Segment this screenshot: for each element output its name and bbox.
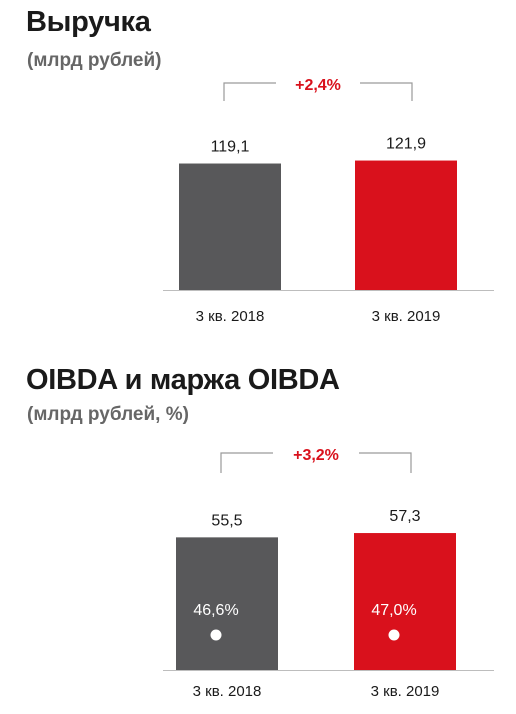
bar-2019	[355, 160, 457, 290]
change-bracket	[223, 82, 413, 101]
value-label: 57,3	[389, 508, 420, 525]
category-label: 3 кв. 2019	[372, 308, 441, 325]
bar-2018	[179, 163, 281, 290]
oibda-subtitle: (млрд рублей, %)	[27, 404, 189, 425]
value-label: 119,1	[211, 139, 250, 156]
margin-label: 46,6%	[193, 602, 238, 619]
bar-2018	[176, 537, 278, 670]
change-bracket	[220, 452, 412, 473]
revenue-subtitle: (млрд рублей)	[27, 50, 162, 71]
change-label: +2,4%	[295, 77, 341, 94]
oibda-chart: +3,2% 55,5 3 кв. 2018 46,6% 57,3 3 кв. 2019 47…	[163, 447, 494, 700]
category-label: 3 кв. 2019	[371, 683, 440, 700]
value-label: 55,5	[211, 512, 242, 529]
oibda-title: OIBDA и маржа OIBDA	[26, 364, 340, 396]
revenue-chart: +2,4% 119,1 3 кв. 2018 121,9 3 кв. 2019	[163, 77, 494, 325]
category-label: 3 кв. 2018	[196, 308, 265, 325]
revenue-title: Выручка	[26, 6, 151, 38]
margin-dot	[210, 629, 222, 641]
margin-label: 47,0%	[371, 602, 416, 619]
bar-2019	[354, 533, 456, 670]
category-label: 3 кв. 2018	[193, 683, 262, 700]
change-label: +3,2%	[293, 447, 339, 464]
margin-dot	[388, 629, 400, 641]
value-label: 121,9	[386, 136, 426, 153]
